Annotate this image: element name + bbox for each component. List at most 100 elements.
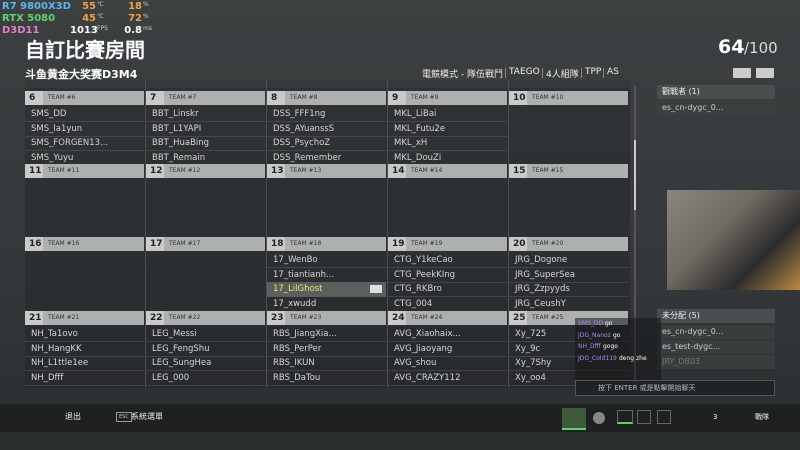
player-row[interactable]: LEG_FengShu xyxy=(146,342,265,357)
player-row[interactable]: LEG_SungHea xyxy=(146,356,265,372)
lock-button[interactable] xyxy=(733,68,751,78)
player-row[interactable]: BBT_Linskr xyxy=(146,107,265,122)
player-name: Xy_7Shy xyxy=(515,358,552,369)
panel-item[interactable]: es_cn-dygc_0... xyxy=(657,101,775,115)
chat-box xyxy=(575,318,661,380)
panel-header: 觀戰者 (1) xyxy=(657,85,775,99)
player-row[interactable]: MKL_xH xyxy=(388,136,507,152)
player-row[interactable]: 17_xwudd xyxy=(267,297,386,312)
player-name: LEG_000 xyxy=(152,372,190,383)
player-row[interactable]: Xy_725 xyxy=(509,327,628,342)
mode-tag: 電競模式 - 隊伍戰鬥 xyxy=(422,70,503,80)
player-row[interactable]: SMS_FORGEN13... xyxy=(25,136,144,152)
player-row[interactable]: LEG_000 xyxy=(146,371,265,386)
player-row[interactable]: AVG_Xiaohaix... xyxy=(388,327,507,342)
panel-item[interactable]: es_test-dygc... xyxy=(657,340,775,354)
player-row[interactable]: CTG_RKBro xyxy=(388,282,507,298)
player-row[interactable]: 17_LilGhost xyxy=(267,282,386,298)
player-row[interactable]: CTG_PeekKIng xyxy=(388,268,507,283)
player-row[interactable]: CTG_004 xyxy=(388,297,507,312)
team-slot[interactable]: 17 TEAM #17 xyxy=(146,237,265,251)
team-slot[interactable]: 13 TEAM #13 xyxy=(267,164,386,178)
team-slot[interactable]: 20 TEAM #20 xyxy=(509,237,628,251)
team-number: 25 xyxy=(513,313,526,323)
player-row[interactable]: JRG_SuperSea xyxy=(509,268,628,283)
player-name: 17_tiantianh... xyxy=(273,269,335,280)
team-slot[interactable]: 22 TEAM #22 xyxy=(146,311,265,325)
team-slot[interactable]: 14 TEAM #14 xyxy=(388,164,507,178)
player-row[interactable]: DSS_PsychoZ xyxy=(267,136,386,152)
swap-button[interactable] xyxy=(756,68,774,78)
team-name: TEAM #12 xyxy=(164,164,265,178)
player-row[interactable]: AVG_CRAZY112 xyxy=(388,371,507,386)
player-name: 17_xwudd xyxy=(273,298,317,309)
exit-button[interactable]: 退出 xyxy=(65,412,81,421)
team-slot[interactable]: 18 TEAM #18 xyxy=(267,237,386,251)
team-slot[interactable]: 6 TEAM #6 xyxy=(25,91,144,105)
player-row[interactable]: BBT_L1YAPI xyxy=(146,122,265,137)
team-slot[interactable]: 7 TEAM #7 xyxy=(146,91,265,105)
team-number: 24 xyxy=(392,313,405,323)
player-row[interactable]: 17_tiantianh... xyxy=(267,268,386,283)
player-row[interactable]: NH_HangKK xyxy=(25,342,144,357)
chat-placeholder: 按下 ENTER 或是點擊開始聊天 xyxy=(598,384,696,392)
menu-button[interactable]: 系統選單 xyxy=(131,412,163,421)
team-slot[interactable]: 15 TEAM #15 xyxy=(509,164,628,178)
player-row[interactable]: AVG_shou xyxy=(388,356,507,372)
team-slot[interactable]: 8 TEAM #8 xyxy=(267,91,386,105)
team-slot[interactable]: 10 TEAM #10 xyxy=(509,91,628,105)
chat-input[interactable] xyxy=(575,380,775,396)
footer-icon[interactable] xyxy=(617,410,633,424)
team-slot[interactable]: 11 TEAM #11 xyxy=(25,164,144,178)
player-row[interactable]: JRG_Dogone xyxy=(509,253,628,268)
player-row[interactable]: RBS_DaTou xyxy=(267,371,386,386)
player-row[interactable]: SMS_la1yun xyxy=(25,122,144,137)
player-row[interactable]: DSS_FFF1ng xyxy=(267,107,386,122)
add-button[interactable] xyxy=(657,410,671,424)
team-slot[interactable]: 16 TEAM #16 xyxy=(25,237,144,251)
player-row[interactable]: SMS_DD xyxy=(25,107,144,122)
player-row[interactable]: JRG_CeushY xyxy=(509,297,628,312)
player-name: JRG_CeushY xyxy=(515,298,566,309)
player-row[interactable]: MKL_LiBai xyxy=(388,107,507,122)
player-row[interactable]: NH_Ta1ovo xyxy=(25,327,144,342)
squad-count[interactable]: 3 xyxy=(713,413,718,421)
player-row[interactable]: DSS_AYuanssS xyxy=(267,122,386,137)
player-row[interactable]: 17_WenBo xyxy=(267,253,386,268)
player-row[interactable]: NH_L1ttle1ee xyxy=(25,356,144,372)
team-slot[interactable]: 24 TEAM #24 xyxy=(388,311,507,325)
team-slot[interactable]: 12 TEAM #12 xyxy=(146,164,265,178)
player-row[interactable]: Xy_7Shy xyxy=(509,356,628,372)
team-number: 23 xyxy=(271,313,284,323)
mode-tag: AS xyxy=(607,67,619,77)
player-row[interactable]: JRG_Zzpyyds xyxy=(509,282,628,298)
team-name: TEAM #9 xyxy=(406,91,507,105)
team-name: TEAM #21 xyxy=(43,311,144,325)
team-slot[interactable]: 9 TEAM #9 xyxy=(388,91,507,105)
team-name: TEAM #17 xyxy=(164,237,265,251)
chat-text: deng zhe xyxy=(619,354,647,362)
player-row[interactable]: AVG_Jiaoyang xyxy=(388,342,507,357)
player-row[interactable]: Xy_oo4 xyxy=(509,371,628,386)
player-row[interactable]: CTG_Y1keCao xyxy=(388,253,507,268)
watch-button[interactable]: 戰隊 xyxy=(755,413,769,421)
player-row[interactable]: RBS_PerPer xyxy=(267,342,386,357)
team-slot[interactable]: 23 TEAM #23 xyxy=(267,311,386,325)
panel-item[interactable]: es_cn-dygc_0... xyxy=(657,325,775,339)
add-button[interactable] xyxy=(637,410,651,424)
player-row[interactable]: LEG_Messi xyxy=(146,327,265,342)
team-slot[interactable]: 19 TEAM #19 xyxy=(388,237,507,251)
team-slot[interactable]: 21 TEAM #21 xyxy=(25,311,144,325)
player-row[interactable]: RBS_IKUN xyxy=(267,356,386,372)
panel-item[interactable]: JRY_DB03 xyxy=(657,355,775,369)
stat-unit: ℃ xyxy=(97,1,104,8)
team-name: TEAM #22 xyxy=(164,311,265,325)
player-row[interactable]: BBT_HuaBing xyxy=(146,136,265,152)
player-row[interactable]: Xy_9c xyxy=(509,342,628,357)
player-row[interactable]: MKL_Futu2e xyxy=(388,122,507,137)
ready-button[interactable] xyxy=(562,408,586,430)
player-row[interactable]: NH_Dfff xyxy=(25,371,144,386)
player-row[interactable]: RBS_JiangXia... xyxy=(267,327,386,342)
team-name: TEAM #8 xyxy=(285,91,386,105)
player-name: BBT_L1YAPI xyxy=(152,123,202,134)
